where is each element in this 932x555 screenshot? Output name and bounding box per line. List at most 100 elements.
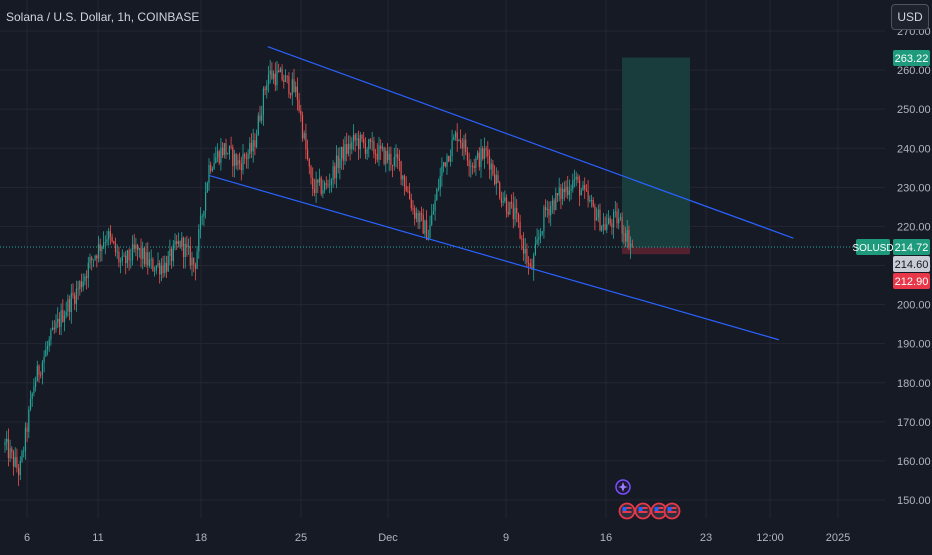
candle-body	[368, 139, 370, 150]
entry-price-badge-text: 214.60	[895, 259, 929, 271]
candle-body	[262, 88, 264, 115]
candle-body	[114, 243, 117, 253]
candle-body	[273, 73, 275, 79]
candle-body	[298, 99, 300, 111]
candle-body	[216, 151, 219, 158]
candle-body	[528, 262, 530, 264]
candle-body	[55, 322, 57, 330]
candle-body	[242, 154, 244, 171]
candle-body	[604, 224, 606, 230]
candle-body	[301, 115, 304, 139]
entry-price-badge-bg	[893, 256, 930, 272]
y-tick-label: 170.00	[897, 417, 931, 429]
candle-body	[369, 139, 372, 142]
candle-body	[364, 143, 366, 154]
candle-body	[358, 138, 360, 150]
candle-body	[199, 216, 202, 230]
candle-body	[86, 276, 88, 278]
candle-body	[628, 230, 630, 248]
y-tick-label: 190.00	[897, 339, 931, 351]
candle-body	[172, 244, 174, 262]
candle-body	[77, 288, 79, 290]
candle-body	[60, 310, 62, 328]
candle-body	[616, 211, 618, 224]
candle-body	[97, 244, 100, 259]
candle-body	[417, 213, 419, 223]
candle-body	[312, 177, 314, 189]
candle-body	[529, 263, 531, 267]
candle-body	[45, 349, 47, 357]
candle-body	[546, 208, 548, 210]
long-position-stop-zone	[622, 247, 690, 255]
candle-body	[91, 257, 93, 261]
candle-body	[80, 281, 83, 288]
candle-body	[471, 165, 474, 167]
candle-body	[623, 233, 625, 235]
candle-body	[191, 257, 193, 266]
candle-body	[424, 220, 426, 234]
candle-body	[563, 188, 565, 193]
candle-body	[453, 137, 455, 140]
candle-body	[67, 299, 69, 312]
candle-body	[534, 243, 536, 255]
candle-body	[169, 248, 171, 256]
candle-body	[222, 147, 224, 156]
candle-body	[38, 365, 40, 375]
candle-body	[500, 197, 502, 203]
candle-body	[577, 176, 579, 180]
candle-body	[354, 134, 356, 141]
candle-body	[278, 70, 280, 73]
candle-body	[7, 438, 9, 459]
candle-body	[466, 151, 468, 161]
candle-body	[482, 148, 484, 159]
candle-body	[33, 386, 35, 394]
candle-body	[539, 233, 542, 238]
candle-body	[53, 327, 55, 330]
candles	[4, 59, 633, 486]
candle-body	[295, 86, 297, 92]
candle-body	[16, 457, 18, 469]
candle-body	[441, 166, 443, 177]
candle-body	[186, 244, 188, 248]
candle-body	[157, 263, 159, 266]
candle-body	[284, 75, 287, 82]
currency-button[interactable]: USD	[891, 4, 929, 30]
stop-price-badge-bg	[893, 273, 930, 289]
candle-body	[179, 241, 181, 247]
candle-body	[291, 79, 293, 96]
candle-body	[230, 146, 232, 148]
candle-body	[250, 142, 253, 152]
candle-body	[594, 206, 596, 221]
candle-body	[305, 133, 307, 150]
candle-body	[579, 179, 581, 196]
candle-body	[271, 70, 273, 79]
candle-body	[332, 166, 334, 180]
candle-body	[531, 266, 533, 270]
candle-body	[473, 165, 475, 169]
candle-body	[587, 190, 589, 201]
candle-body	[281, 68, 283, 81]
spark-icon	[618, 482, 628, 492]
candle-body	[536, 239, 538, 244]
candle-body	[392, 164, 394, 166]
candle-body	[432, 210, 434, 215]
candle-body	[92, 259, 94, 261]
candle-body	[315, 179, 317, 193]
candle-body	[502, 201, 504, 203]
candle-body	[318, 177, 321, 183]
y-tick-label: 180.00	[897, 378, 931, 390]
candle-body	[70, 293, 72, 313]
candle-body	[509, 201, 511, 215]
candle-body	[398, 158, 400, 161]
candle-body	[296, 86, 298, 100]
candle-body	[585, 189, 587, 191]
candle-body	[155, 265, 157, 271]
candle-body	[96, 255, 98, 259]
y-tick-label: 260.00	[897, 65, 931, 77]
candle-body	[276, 70, 278, 86]
candle-body	[159, 263, 161, 275]
candle-body	[145, 252, 147, 265]
y-tick-label: 200.00	[897, 300, 931, 312]
